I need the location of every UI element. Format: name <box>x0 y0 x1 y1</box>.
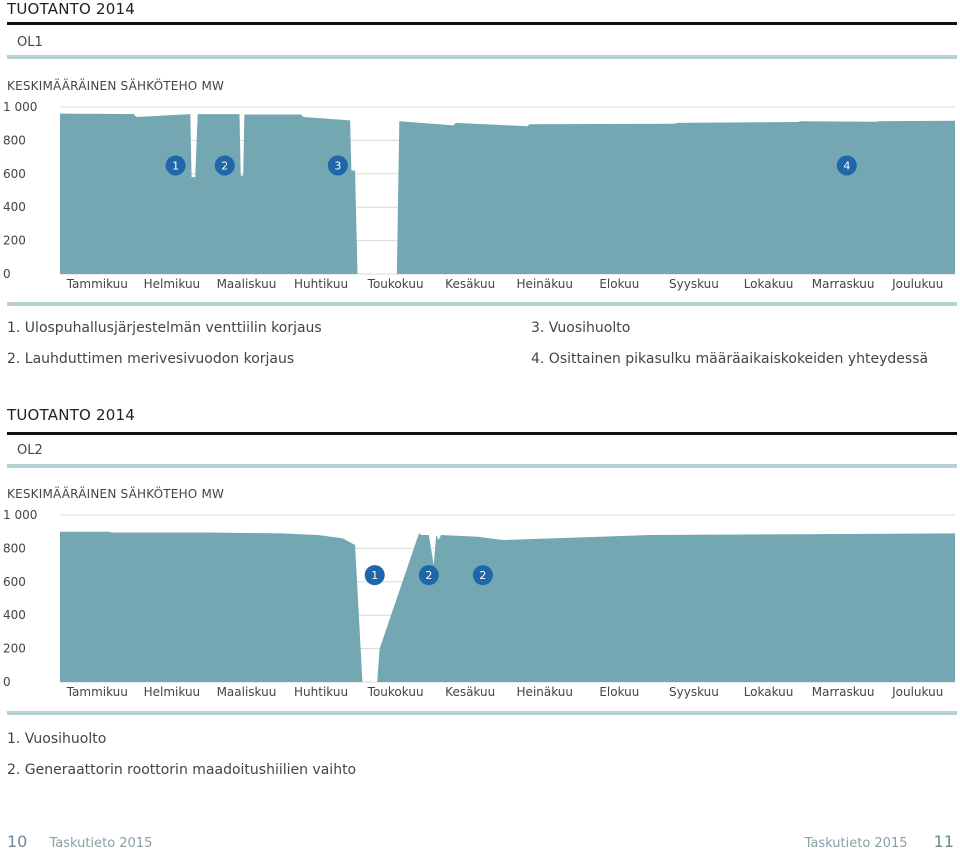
y-tick-label: 600 <box>3 575 26 589</box>
y-tick-label: 0 <box>3 675 11 689</box>
x-tick-label: Maaliskuu <box>217 277 277 291</box>
event-marker <box>214 155 235 176</box>
event-marker <box>836 155 857 176</box>
production-area <box>60 531 955 682</box>
y-axis-label-ol2: KESKIMÄÄRÄINEN SÄHKÖTEHO MW <box>7 487 225 501</box>
event-marker-label: 2 <box>425 569 432 582</box>
event-marker <box>364 565 385 586</box>
note-ol2-1: 1. Vuosihuolto <box>7 731 107 747</box>
note-ol1-4: 4. Osittainen pikasulku määräaikaiskokei… <box>531 351 929 367</box>
y-tick-label: 800 <box>3 541 26 555</box>
y-tick-label: 600 <box>3 167 26 181</box>
footer-publication-left: Taskutieto 2015 <box>49 836 153 851</box>
x-tick-label: Syyskuu <box>669 277 719 291</box>
y-tick-label: 400 <box>3 608 26 622</box>
x-tick-label: Toukokuu <box>367 277 424 291</box>
x-tick-label: Lokakuu <box>744 277 794 291</box>
x-tick-label: Joulukuu <box>891 277 943 291</box>
x-tick-label: Helmikuu <box>144 277 201 291</box>
y-tick-label: 1 000 <box>3 508 37 522</box>
x-tick-label: Tammikuu <box>66 685 128 699</box>
title-rule <box>7 22 957 25</box>
chart-bottom-rule <box>7 711 957 715</box>
x-tick-label: Maaliskuu <box>217 685 277 699</box>
chart-bottom-rule <box>7 302 957 306</box>
production-area <box>60 113 955 275</box>
y-tick-label: 800 <box>3 133 26 147</box>
event-marker <box>418 565 439 586</box>
x-tick-label: Elokuu <box>599 277 639 291</box>
event-marker-label: 4 <box>843 159 850 172</box>
section-title-ol1: TUOTANTO 2014 <box>7 0 135 18</box>
plant-rule <box>7 55 957 59</box>
event-marker-label: 1 <box>172 159 179 172</box>
production-chart-ol1: 1 000 800 600 400 200 0 Tammikuu Helmikuu Maalis… <box>3 100 955 291</box>
page-number-right: 11 <box>933 832 954 851</box>
footer-left: 10 Taskutieto 2015 <box>7 832 152 851</box>
x-tick-label: Kesäkuu <box>445 277 495 291</box>
event-marker-label: 3 <box>334 159 341 172</box>
plant-label-ol2: OL2 <box>17 443 43 458</box>
event-marker-label: 1 <box>371 569 378 582</box>
event-marker <box>327 155 348 176</box>
x-tick-label: Syyskuu <box>669 685 719 699</box>
event-marker-label: 2 <box>479 569 486 582</box>
plant-rule <box>7 464 957 468</box>
plant-label-ol1: OL1 <box>17 35 43 50</box>
x-tick-label: Marraskuu <box>812 277 875 291</box>
x-tick-label: Marraskuu <box>812 685 875 699</box>
page-number-left: 10 <box>7 832 28 851</box>
y-tick-label: 0 <box>3 267 11 281</box>
x-tick-label: Huhtikuu <box>294 685 348 699</box>
note-ol1-1: 1. Ulospuhallusjärjestelmän venttiilin k… <box>7 320 322 336</box>
y-tick-label: 400 <box>3 200 26 214</box>
y-tick-label: 200 <box>3 234 26 248</box>
event-marker-label: 2 <box>221 159 228 172</box>
x-tick-label: Joulukuu <box>891 685 943 699</box>
x-tick-label: Huhtikuu <box>294 277 348 291</box>
x-tick-label: Kesäkuu <box>445 685 495 699</box>
y-tick-label: 200 <box>3 642 26 656</box>
event-marker <box>165 155 186 176</box>
x-tick-label: Heinäkuu <box>517 277 574 291</box>
event-marker <box>472 565 493 586</box>
production-chart-ol2: 1 000 800 600 400 200 0 Tammikuu Helmikuu Maalis… <box>3 508 955 699</box>
note-ol1-2: 2. Lauhduttimen merivesivuodon korjaus <box>7 351 295 367</box>
x-tick-label: Tammikuu <box>66 277 128 291</box>
footer-publication-right: Taskutieto 2015 <box>804 836 908 851</box>
y-tick-label: 1 000 <box>3 100 37 114</box>
section-title-ol2: TUOTANTO 2014 <box>7 406 135 424</box>
x-tick-label: Toukokuu <box>367 685 424 699</box>
x-tick-label: Heinäkuu <box>517 685 574 699</box>
note-ol2-2: 2. Generaattorin roottorin maadoitushiil… <box>7 762 357 778</box>
y-axis-label-ol1: KESKIMÄÄRÄINEN SÄHKÖTEHO MW <box>7 79 225 93</box>
note-ol1-3: 3. Vuosihuolto <box>531 320 631 336</box>
x-tick-label: Helmikuu <box>144 685 201 699</box>
title-rule <box>7 432 957 435</box>
footer-right: Taskutieto 2015 11 <box>805 832 954 851</box>
x-tick-label: Elokuu <box>599 685 639 699</box>
x-tick-label: Lokakuu <box>744 685 794 699</box>
